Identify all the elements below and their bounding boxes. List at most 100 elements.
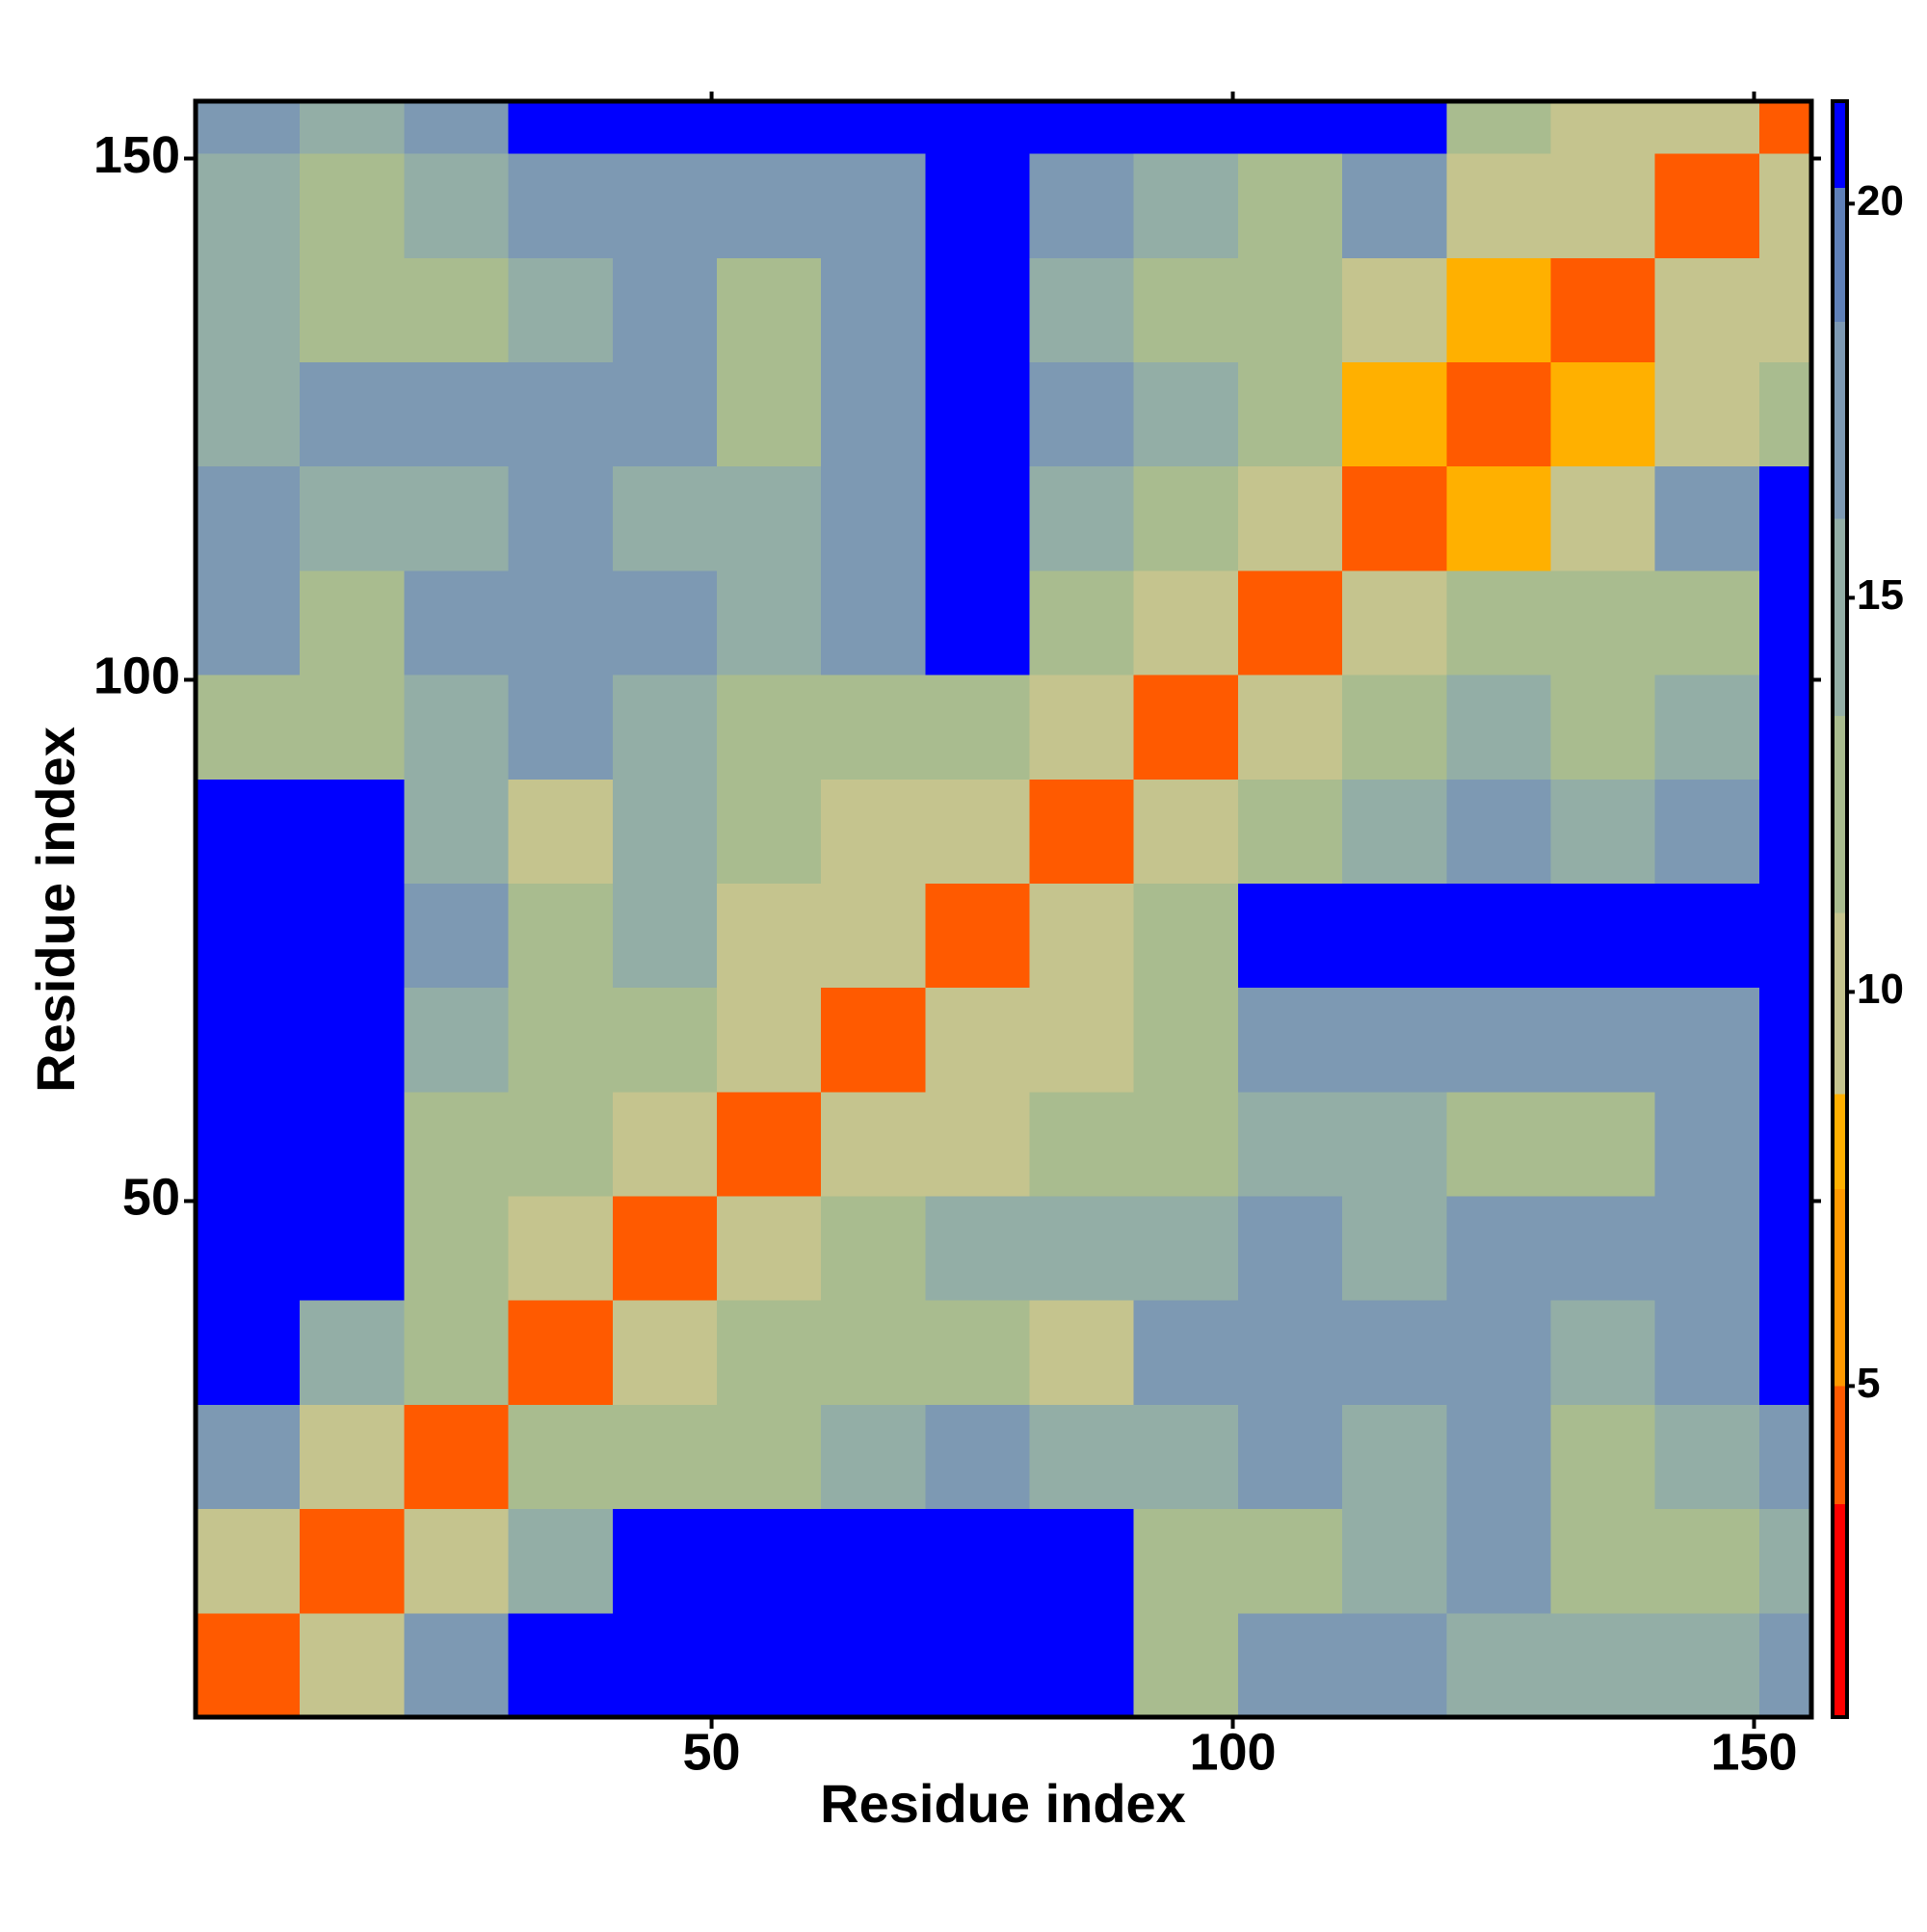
heatmap-cell bbox=[300, 1300, 405, 1405]
heatmap-cell bbox=[404, 465, 510, 571]
heatmap-cell bbox=[300, 361, 405, 467]
heatmap-cell bbox=[196, 1612, 301, 1718]
heatmap-cell bbox=[1550, 987, 1656, 1093]
heatmap-cell bbox=[196, 883, 301, 989]
heatmap-cell bbox=[1237, 1612, 1343, 1718]
heatmap-cell bbox=[1237, 465, 1343, 571]
heatmap-cell bbox=[404, 1508, 510, 1614]
heatmap-cell bbox=[196, 1300, 301, 1405]
x-tick-label: 150 bbox=[1710, 1723, 1797, 1781]
heatmap-cell bbox=[1758, 569, 1812, 675]
heatmap-cell bbox=[1029, 257, 1135, 362]
heatmap-cell bbox=[1237, 1196, 1343, 1301]
heatmap-cell bbox=[1758, 883, 1812, 989]
heatmap-cell bbox=[612, 101, 718, 154]
heatmap-cell bbox=[925, 675, 1031, 780]
heatmap-cell bbox=[925, 779, 1031, 884]
heatmap-cell bbox=[300, 1196, 405, 1301]
heatmap-cell bbox=[612, 883, 718, 989]
heatmap-cell bbox=[1133, 987, 1239, 1093]
heatmap-cell bbox=[1550, 257, 1656, 362]
heatmap-cell bbox=[196, 465, 301, 571]
heatmap-cell bbox=[1550, 1404, 1656, 1510]
heatmap-cell bbox=[508, 465, 614, 571]
heatmap-cell bbox=[821, 1300, 926, 1405]
heatmap-cell bbox=[1133, 1196, 1239, 1301]
heatmap-cell bbox=[1446, 1091, 1552, 1197]
heatmap-cell bbox=[716, 675, 822, 780]
heatmap-cell bbox=[508, 1300, 614, 1405]
heatmap-cell bbox=[716, 569, 822, 675]
heatmap-cell bbox=[1133, 465, 1239, 571]
heatmap-cell bbox=[716, 257, 822, 362]
heatmap-cell bbox=[612, 675, 718, 780]
colorbar-tick-label: 15 bbox=[1857, 571, 1904, 619]
heatmap-cell bbox=[1342, 1196, 1447, 1301]
heatmap-cell bbox=[1342, 779, 1447, 884]
heatmap-cell bbox=[196, 1091, 301, 1197]
heatmap-cell bbox=[508, 1091, 614, 1197]
heatmap-cell bbox=[508, 101, 614, 154]
heatmap-cell bbox=[716, 987, 822, 1093]
heatmap-cell bbox=[716, 153, 822, 258]
heatmap-cell bbox=[1654, 101, 1760, 154]
heatmap-cell bbox=[196, 675, 301, 780]
heatmap-cell bbox=[1342, 987, 1447, 1093]
heatmap-cell bbox=[1029, 1508, 1135, 1614]
heatmap-cell bbox=[1446, 1196, 1552, 1301]
colorbar-segment bbox=[1833, 187, 1847, 323]
heatmap-cell bbox=[1342, 1612, 1447, 1718]
colorbar-segment bbox=[1833, 322, 1847, 519]
heatmap-cell bbox=[716, 779, 822, 884]
heatmap-cell bbox=[1342, 1300, 1447, 1405]
y-axis-title: Residue index bbox=[25, 727, 86, 1093]
heatmap-cell bbox=[1654, 779, 1760, 884]
heatmap-cell bbox=[1237, 779, 1343, 884]
heatmap-cell bbox=[821, 465, 926, 571]
heatmap-cell bbox=[1133, 153, 1239, 258]
heatmap-cell bbox=[404, 1091, 510, 1197]
heatmap-cell bbox=[925, 1300, 1031, 1405]
heatmap-cell bbox=[300, 987, 405, 1093]
heatmap-cell bbox=[1758, 101, 1812, 154]
heatmap-cell bbox=[716, 1508, 822, 1614]
colorbar-frame bbox=[1831, 99, 1849, 1719]
heatmap-cell bbox=[196, 1404, 301, 1510]
heatmap-cell bbox=[1758, 1404, 1812, 1510]
heatmap-cell bbox=[404, 1404, 510, 1510]
heatmap-cell bbox=[1133, 883, 1239, 989]
colorbar-segment bbox=[1833, 1504, 1847, 1717]
heatmap-cell bbox=[1237, 1404, 1343, 1510]
heatmap-cell bbox=[300, 1612, 405, 1718]
heatmap-cell bbox=[508, 779, 614, 884]
heatmap-cell bbox=[821, 883, 926, 989]
heatmap-cell bbox=[508, 153, 614, 258]
heatmap-cell bbox=[821, 779, 926, 884]
heatmap-cell bbox=[1550, 101, 1656, 154]
heatmap-cell bbox=[716, 1612, 822, 1718]
heatmap-cell bbox=[1029, 361, 1135, 467]
heatmap-cell bbox=[1446, 569, 1552, 675]
heatmap-cell bbox=[1446, 987, 1552, 1093]
heatmap-cell bbox=[925, 101, 1031, 154]
heatmap-cell bbox=[404, 779, 510, 884]
y-tick-label: 150 bbox=[93, 126, 180, 184]
y-tick-label: 50 bbox=[122, 1169, 180, 1227]
heatmap-cell bbox=[1550, 465, 1656, 571]
heatmap-cell bbox=[925, 153, 1031, 258]
heatmap-cell bbox=[1029, 779, 1135, 884]
heatmap-cell bbox=[404, 1300, 510, 1405]
colorbar-segment bbox=[1833, 1094, 1847, 1189]
heatmap-cell bbox=[196, 569, 301, 675]
heatmap-cell bbox=[716, 1404, 822, 1510]
heatmap-cell bbox=[300, 1091, 405, 1197]
heatmap-cell bbox=[1758, 987, 1812, 1093]
heatmap-cell bbox=[1446, 1300, 1552, 1405]
heatmap-cell bbox=[1758, 361, 1812, 467]
heatmap-cell bbox=[1029, 153, 1135, 258]
heatmap-cell bbox=[612, 1612, 718, 1718]
colorbar-segment bbox=[1833, 716, 1847, 913]
heatmap-cell bbox=[300, 1508, 405, 1614]
heatmap-cell bbox=[508, 1612, 614, 1718]
heatmap-cell bbox=[1758, 465, 1812, 571]
